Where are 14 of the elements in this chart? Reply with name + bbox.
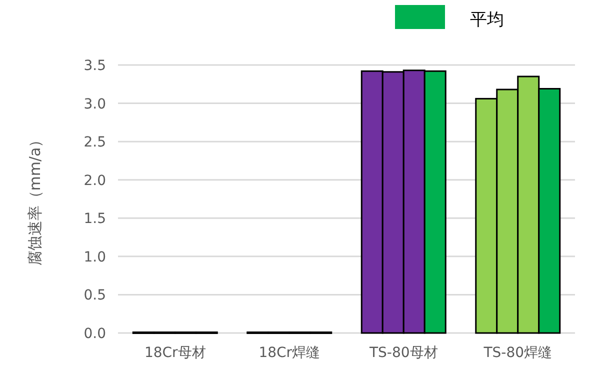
legend-label: 平均 <box>470 10 504 30</box>
x-tick-label: TS-80焊缝 <box>482 345 552 361</box>
y-axis-title: 腐蚀速率（mm/a） <box>26 132 44 266</box>
x-tick-label: 18Cr母材 <box>144 345 206 361</box>
y-tick-label: 1.5 <box>84 211 106 228</box>
y-tick-label: 0.0 <box>84 326 106 342</box>
y-tick-label: 0.5 <box>84 288 106 304</box>
x-tick-label: 18Cr焊缝 <box>258 345 320 361</box>
y-tick-label: 3.0 <box>84 96 106 112</box>
y-tick-label: 2.5 <box>84 134 106 151</box>
y-tick-label: 2.0 <box>84 172 106 189</box>
y-tick-label: 3.5 <box>84 58 106 74</box>
x-tick-label: TS-80母材 <box>368 345 438 361</box>
y-tick-label: 1.0 <box>84 249 106 266</box>
